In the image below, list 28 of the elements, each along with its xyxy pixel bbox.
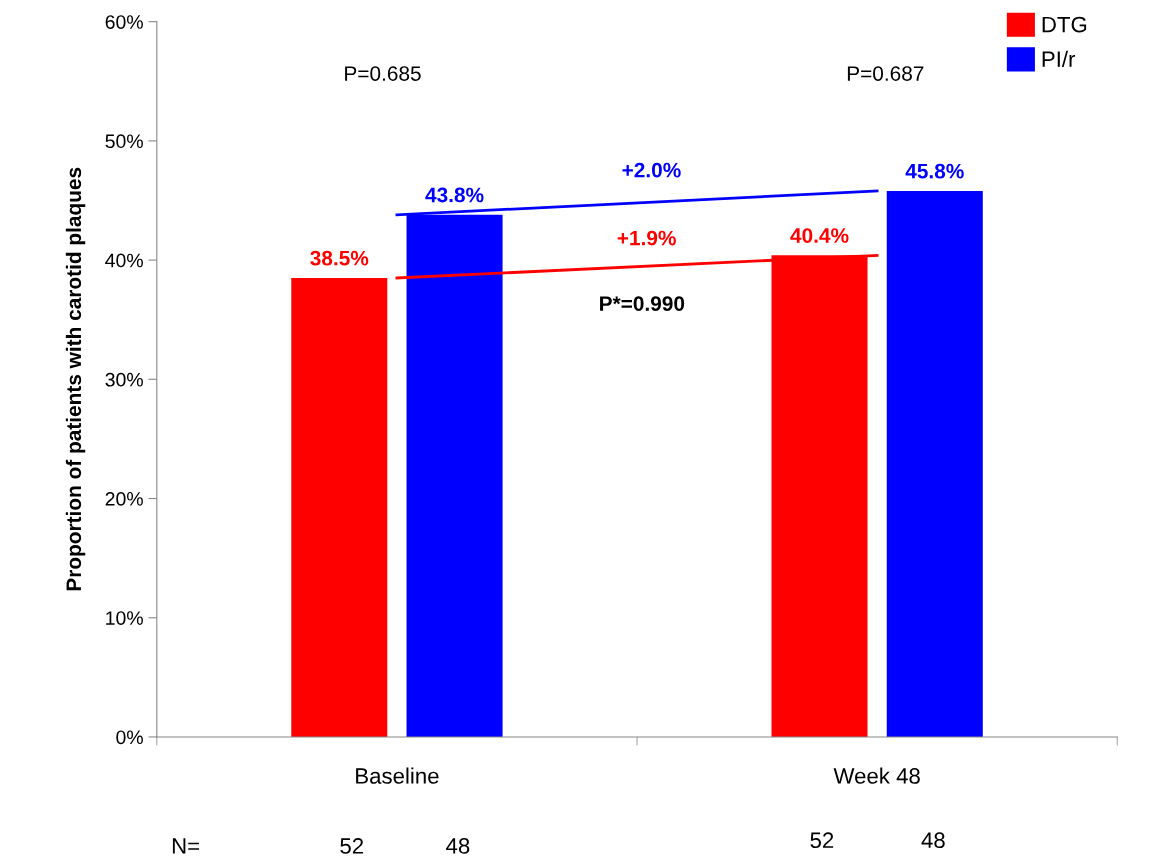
- text: 52: [340, 838, 364, 854]
- text: N=: [172, 838, 200, 854]
- annotation: P=0.685: [345, 66, 421, 81]
- annotation: +1.9%: [617, 230, 676, 246]
- legend-label: PI/r: [1042, 50, 1076, 68]
- annotation: P*=0.990: [600, 296, 685, 311]
- annotation: P=0.687: [847, 66, 924, 81]
- y-tick-label: 0%: [116, 730, 143, 745]
- text: 48: [446, 838, 470, 854]
- y-tick-label: 60%: [105, 15, 143, 29]
- data-label: 45.8%: [905, 163, 964, 179]
- y-tick-label: 40%: [105, 253, 143, 268]
- x-tick-label: Week 48: [833, 767, 920, 784]
- data-label: 38.5%: [310, 250, 369, 266]
- y-axis-title: Proportion of patients with carotid plaques: [65, 167, 86, 591]
- y-tick-label: 20%: [105, 491, 143, 506]
- legend-label: DTG: [1042, 16, 1087, 33]
- text: 48: [921, 832, 945, 849]
- bar: [886, 190, 983, 737]
- x-tick-label: Baseline: [356, 767, 439, 784]
- y-tick-label: 30%: [105, 372, 143, 387]
- annotation: +2.0%: [622, 162, 681, 178]
- y-tick-label: 50%: [105, 134, 143, 149]
- data-label: 40.4%: [790, 228, 849, 243]
- y-tick-label: 10%: [106, 611, 143, 625]
- data-label: 43.8%: [425, 187, 484, 203]
- bar: [291, 277, 388, 737]
- text: 52: [810, 832, 834, 849]
